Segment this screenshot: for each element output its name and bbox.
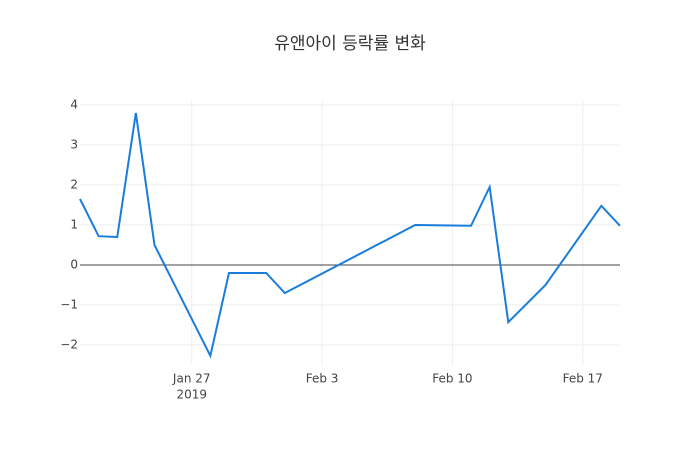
x-tick-label: Feb 10 [432, 372, 472, 386]
y-tick-label: 1 [70, 218, 78, 232]
chart-title: 유앤아이 등락률 변화 [274, 34, 426, 54]
y-tick-label: −2 [60, 338, 78, 352]
x-tick-label: Feb 17 [563, 372, 603, 386]
y-tick-label: −1 [60, 298, 78, 312]
y-tick-label: 4 [70, 98, 78, 112]
y-tick-label: 0 [70, 258, 78, 272]
x-tick-year: 2019 [176, 388, 207, 402]
line-series [79, 112, 621, 359]
x-tick-label: Jan 27 [172, 372, 211, 386]
y-tick-label: 2 [70, 178, 78, 192]
x-tick-label: Feb 3 [306, 372, 339, 386]
y-tick-label: 3 [70, 138, 78, 152]
